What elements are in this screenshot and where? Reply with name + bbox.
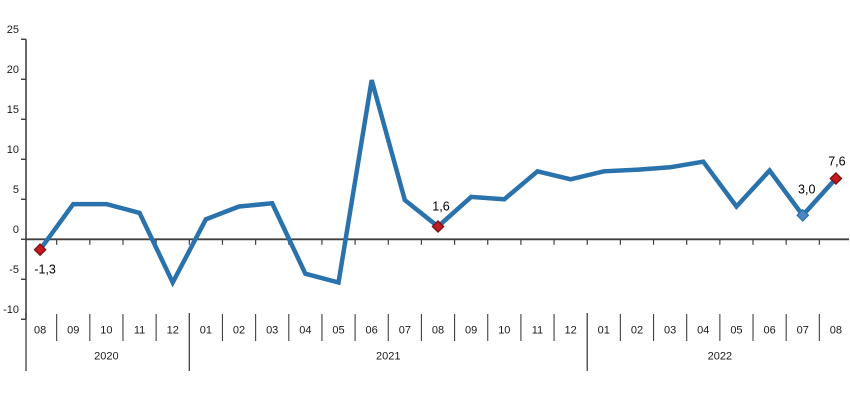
- diamond-marker-red: [829, 171, 843, 186]
- month-label: 08: [829, 324, 843, 337]
- month-label: 07: [398, 324, 411, 337]
- month-label: 04: [697, 324, 710, 337]
- diamond-marker-red: [431, 219, 445, 234]
- month-label: 11: [531, 324, 544, 337]
- y-axis-tick-label: 5: [12, 184, 19, 197]
- data-point-label: 7,6: [828, 154, 846, 169]
- month-label: 09: [465, 324, 478, 337]
- diamond-marker-red: [33, 243, 47, 257]
- data-series-line: [38, 79, 838, 288]
- month-label: 02: [630, 324, 644, 337]
- month-label: 11: [133, 324, 146, 337]
- month-label: 02: [232, 324, 246, 337]
- month-label: 01: [597, 324, 610, 337]
- month-label: 03: [663, 324, 677, 337]
- month-label: 05: [332, 324, 345, 337]
- year-label: 2022: [707, 350, 733, 363]
- y-axis-tick-label: 10: [6, 144, 19, 157]
- month-label: 04: [299, 324, 312, 337]
- data-point-label: 1,6: [432, 199, 450, 214]
- month-label: 12: [564, 324, 577, 337]
- y-axis-tick-label: 0: [12, 224, 19, 237]
- month-label: 07: [796, 324, 809, 337]
- month-label: 05: [730, 324, 743, 337]
- month-label: 09: [67, 324, 80, 337]
- month-label: 10: [100, 324, 113, 337]
- month-label: 08: [33, 324, 47, 337]
- month-label: 06: [763, 324, 776, 337]
- y-axis-tick-label: 20: [6, 64, 19, 77]
- data-point-label: 3,0: [798, 182, 816, 197]
- year-label: 2020: [94, 350, 119, 363]
- diamond-marker-blue: [796, 208, 810, 222]
- month-label: 12: [166, 324, 179, 337]
- month-label: 01: [199, 324, 212, 337]
- year-label: 2021: [376, 350, 401, 363]
- data-point-label: -1,3: [34, 262, 56, 277]
- month-label: 06: [365, 324, 378, 337]
- y-axis-tick-label: 15: [6, 104, 19, 117]
- y-axis-tick-label: -10: [3, 304, 19, 317]
- month-label: 10: [498, 324, 511, 337]
- y-axis-tick-label: -5: [9, 264, 19, 277]
- month-label: 08: [431, 324, 445, 337]
- month-label: 03: [266, 324, 279, 337]
- y-axis-tick-label: 25: [6, 24, 19, 37]
